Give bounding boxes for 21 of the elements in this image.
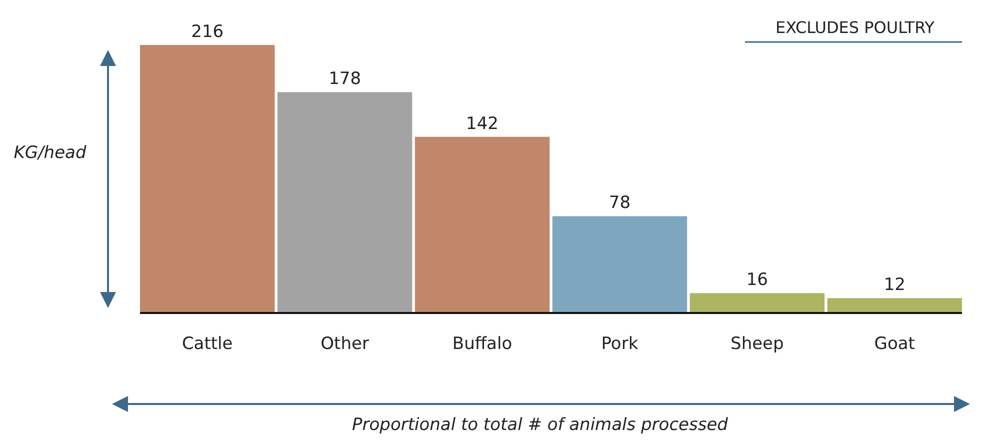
bar (414, 136, 550, 313)
y-axis-title: KG/head (14, 143, 86, 163)
data-label: 78 (608, 193, 631, 214)
data-label: 178 (328, 69, 362, 90)
data-label: 16 (746, 270, 768, 290)
data-label: 216 (191, 22, 224, 42)
data-label: 142 (466, 114, 498, 134)
x-tick-label: Other (320, 334, 369, 354)
x-tick-label: Buffalo (452, 334, 512, 354)
x-tick-label: Pork (601, 334, 638, 354)
bar (277, 92, 412, 313)
x-tick-label: Cattle (182, 334, 233, 354)
data-label: 12 (884, 275, 906, 296)
text: EXCLUDES POULTRY (776, 18, 935, 37)
bar (140, 45, 275, 313)
x-axis-title: Proportional to total # of animals processed (352, 415, 728, 435)
bar (827, 298, 962, 313)
x-tick-label: Goat (874, 334, 916, 354)
bar (690, 293, 825, 313)
x-tick-label: Sheep (730, 334, 784, 354)
bar (552, 216, 688, 313)
